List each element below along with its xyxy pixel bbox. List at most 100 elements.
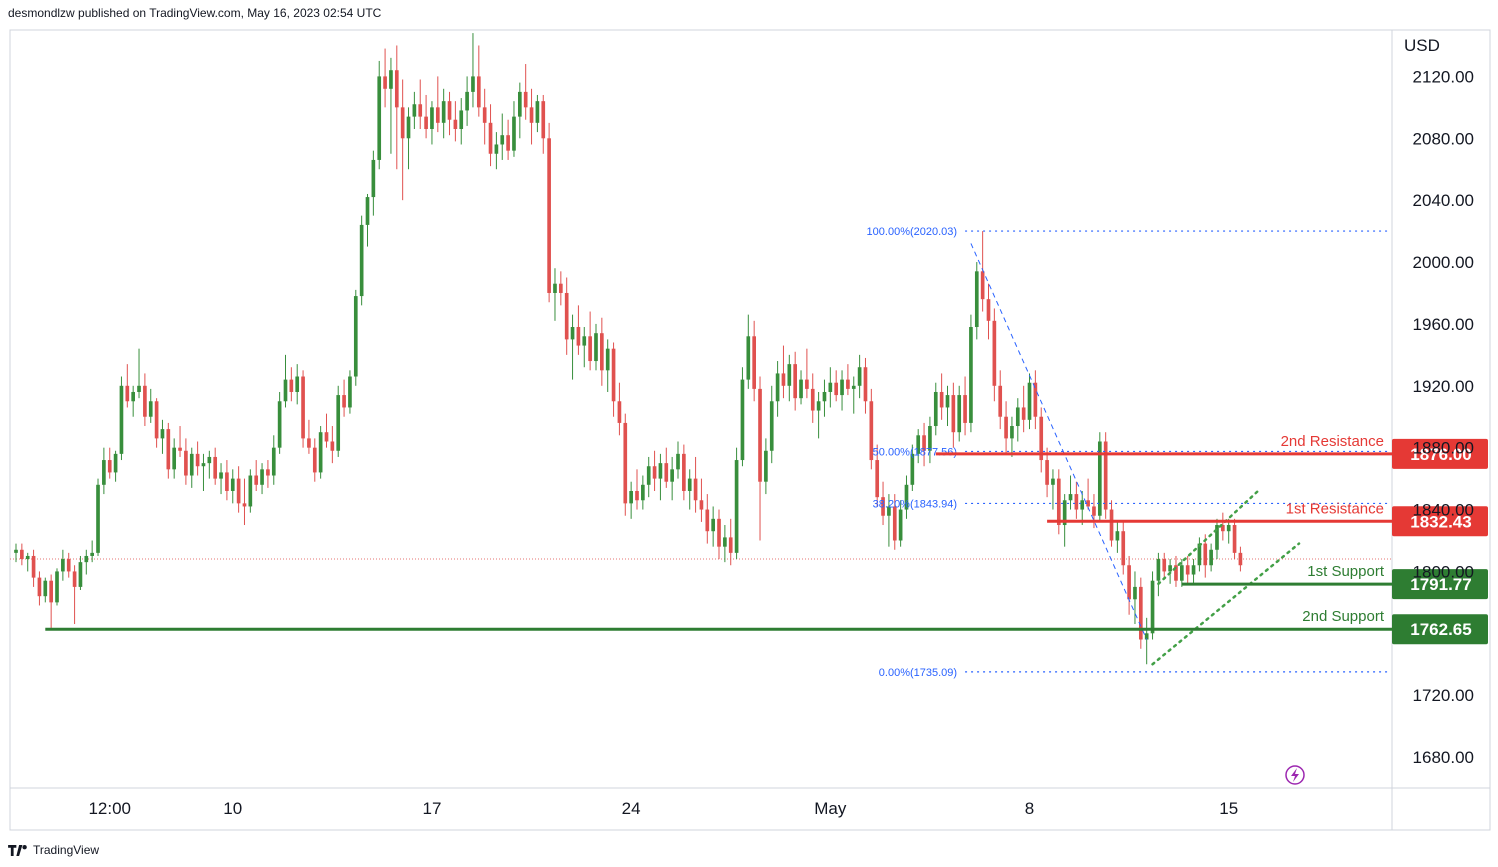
candle [998,370,1003,430]
candle-body [1150,580,1155,634]
candle-body [31,555,36,578]
candle-body [377,76,382,160]
candle-body [1191,565,1196,575]
candle [769,385,774,464]
candle-body [986,299,991,321]
candle [922,422,926,467]
candle-body [758,388,762,482]
candle [195,441,200,476]
candle-body [1097,441,1102,516]
candle-body [594,333,598,362]
candle-body [230,478,235,491]
candle-body [863,367,868,402]
candle [623,413,628,516]
candle [37,571,42,606]
candle [1039,407,1044,473]
candle [137,348,141,399]
candle-body [588,336,592,362]
candle-body [1051,478,1055,485]
candle-body [1215,525,1219,550]
candle [898,500,903,547]
candle [1051,469,1055,510]
candle-body [887,506,891,516]
candle [90,540,94,563]
candle-body [734,460,739,553]
candle-body [576,327,581,346]
candle-body [283,379,288,402]
candle [1138,577,1143,649]
price-tick-label: 1960.00 [1413,315,1474,334]
candle [488,104,493,167]
candle-body [1103,441,1108,510]
candle-body [160,429,165,439]
candle [523,64,528,120]
chart-frame [9,29,1491,831]
candle [529,88,534,145]
candle [1103,432,1108,519]
candle-body [1162,559,1167,572]
candle-body [289,379,294,392]
candle [1215,518,1219,560]
candle [553,268,557,321]
candle-body [1238,552,1243,566]
candle-body [559,283,563,293]
candle [963,376,967,436]
candle [207,450,212,479]
candle-body [963,395,967,423]
candle-body [517,91,522,117]
2nd-support-price-tag: 1762.65 [1392,614,1488,645]
candle [652,450,657,491]
candle-body [664,463,669,482]
candle [1191,559,1196,584]
candle [810,373,815,423]
candle-body [49,580,53,603]
price-tag-bg [1392,614,1488,645]
lightning-icon-bolt [1291,768,1299,782]
candle-body [254,475,259,485]
price-axis: USD 1680.00 1720.00 1800.00 1840.00 1880.00 19… [1404,36,1474,767]
candle-body [693,478,698,501]
candle-body [1174,565,1178,581]
candle-body [365,197,370,225]
candle [974,262,979,340]
candle [482,88,487,145]
candle-body [96,484,100,553]
price-tick-label: 1840.00 [1413,501,1474,520]
candle [400,79,405,201]
candle [1010,416,1014,457]
candle [49,574,53,631]
time-tick-label: 17 [422,799,441,818]
candle-body [787,364,792,386]
candle [611,342,616,417]
candle [125,364,130,408]
candle-body [582,336,587,346]
candle-body [939,391,944,408]
candle [705,494,710,544]
candle [617,382,622,436]
candle [928,416,932,464]
candle-body [676,453,680,470]
candle [658,453,663,501]
candle-body [1209,549,1213,566]
candle-body [682,453,686,491]
candle [230,469,235,504]
candle [840,370,844,411]
candle [342,379,346,417]
candle-body [482,107,487,123]
candle [851,376,856,414]
candle-body [992,320,997,386]
candle [676,441,680,479]
candle [1004,401,1008,454]
price-tick-label: 2000.00 [1413,253,1474,272]
price-tag-bg [1392,506,1488,537]
candle-body [441,101,446,123]
candle-body [717,518,721,547]
candle [307,419,311,454]
price-tick-label: 1920.00 [1413,377,1474,396]
candle [887,494,891,547]
candle-body [14,549,18,553]
candle-body [102,460,106,485]
candle [933,382,938,436]
candle-body [564,292,569,340]
